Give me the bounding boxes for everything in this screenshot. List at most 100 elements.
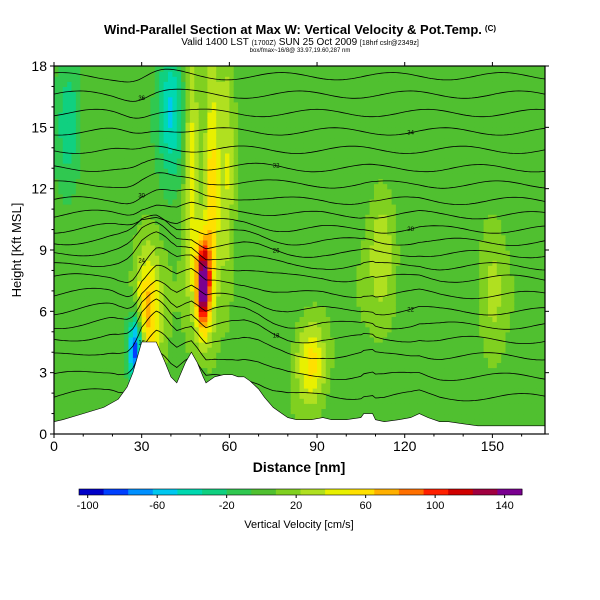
velocity-cell: [286, 91, 292, 98]
velocity-cell: [75, 347, 81, 353]
velocity-cell: [67, 357, 73, 363]
velocity-cell: [132, 285, 138, 292]
velocity-cell: [168, 260, 173, 266]
velocity-cell: [321, 265, 327, 271]
velocity-cell: [282, 168, 287, 174]
velocity-cell: [172, 81, 178, 87]
velocity-cell: [317, 388, 322, 394]
velocity-cell: [154, 122, 160, 128]
velocity-cell: [282, 290, 287, 297]
velocity-cell: [124, 219, 130, 225]
velocity-cell: [84, 280, 90, 287]
velocity-cell: [286, 306, 292, 312]
velocity-cell: [334, 321, 340, 328]
velocity-cell: [343, 173, 349, 179]
velocity-cell: [260, 296, 265, 302]
velocity-cell: [207, 301, 213, 307]
velocity-cell: [84, 372, 90, 379]
velocity-cell: [115, 81, 121, 87]
velocity-cell: [312, 81, 318, 87]
velocity-cell: [246, 209, 252, 215]
velocity-cell: [189, 86, 195, 93]
velocity-cell: [67, 398, 73, 404]
velocity-cell: [277, 285, 283, 292]
velocity-cell: [290, 336, 296, 343]
velocity-cell: [325, 91, 331, 98]
velocity-cell: [282, 393, 287, 399]
velocity-cell: [352, 275, 358, 282]
velocity-cell: [238, 132, 244, 139]
velocity-cell: [216, 244, 222, 251]
velocity-cell: [308, 229, 314, 236]
velocity-cell: [141, 239, 147, 246]
velocity-cell: [176, 71, 182, 77]
velocity-cell: [225, 81, 230, 87]
velocity-cell: [185, 188, 191, 195]
velocity-cell: [321, 224, 327, 231]
velocity-cell: [84, 388, 90, 394]
velocity-cell: [277, 66, 283, 72]
velocity-cell: [246, 224, 252, 231]
velocity-cell: [303, 250, 309, 256]
velocity-cell: [339, 367, 344, 374]
velocity-cell: [62, 413, 68, 420]
velocity-cell: [268, 132, 274, 139]
velocity-cell: [203, 290, 209, 297]
velocity-cell: [352, 229, 358, 236]
velocity-cell: [286, 331, 292, 338]
velocity-cell: [295, 398, 301, 404]
velocity-cell: [251, 71, 257, 77]
velocity-cell: [229, 209, 235, 215]
velocity-cell: [203, 244, 209, 251]
velocity-cell: [181, 214, 187, 220]
velocity-cell: [286, 183, 292, 190]
velocity-cell: [303, 270, 309, 277]
velocity-cell: [312, 214, 318, 220]
velocity-cell: [62, 122, 68, 128]
velocity-cell: [330, 137, 336, 144]
velocity-cell: [58, 408, 64, 415]
velocity-cell: [260, 112, 265, 118]
velocity-cell: [62, 96, 68, 103]
velocity-cell: [251, 101, 257, 108]
velocity-cell: [321, 260, 327, 266]
velocity-cell: [220, 147, 226, 154]
velocity-cell: [290, 101, 296, 108]
velocity-cell: [176, 66, 182, 72]
velocity-cell: [317, 163, 322, 169]
velocity-cell: [220, 132, 226, 139]
velocity-cell: [84, 173, 90, 179]
velocity-cell: [84, 321, 90, 328]
velocity-cell: [71, 224, 77, 231]
velocity-cell: [211, 285, 217, 292]
velocity-cell: [54, 316, 59, 323]
velocity-cell: [89, 209, 95, 215]
velocity-cell: [71, 372, 77, 379]
velocity-cell: [203, 270, 209, 277]
velocity-cell: [189, 280, 195, 287]
velocity-cell: [303, 183, 309, 190]
velocity-cell: [242, 224, 248, 231]
velocity-cell: [220, 347, 226, 353]
velocity-cell: [325, 81, 331, 87]
velocity-cell: [102, 152, 108, 159]
velocity-cell: [54, 91, 59, 98]
velocity-cell: [277, 234, 283, 241]
velocity-cell: [159, 178, 165, 185]
velocity-cell: [159, 122, 165, 128]
velocity-cell: [264, 336, 270, 343]
velocity-cell: [321, 285, 327, 292]
velocity-cell: [238, 306, 244, 312]
velocity-cell: [71, 382, 77, 389]
velocity-cell: [154, 255, 160, 261]
velocity-cell: [150, 280, 156, 287]
velocity-cell: [137, 122, 143, 128]
velocity-cell: [308, 234, 314, 241]
velocity-cell: [128, 301, 134, 307]
velocity-cell: [242, 142, 248, 149]
velocity-cell: [246, 101, 252, 108]
velocity-cell: [207, 106, 213, 113]
velocity-cell: [119, 188, 125, 195]
velocity-cell: [334, 326, 340, 333]
velocity-cell: [89, 326, 95, 333]
